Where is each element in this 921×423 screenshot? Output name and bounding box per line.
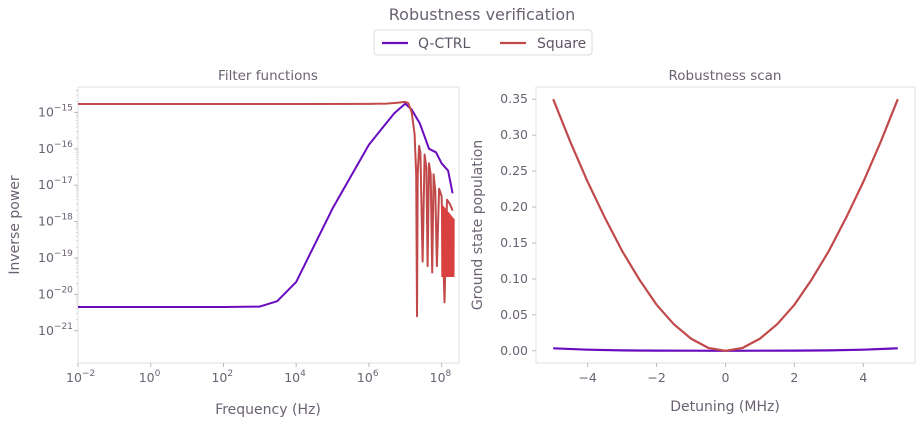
series-line-square bbox=[552, 98, 899, 352]
filter-functions-series bbox=[78, 100, 455, 318]
robustness-scan-y-ticks: 0.00 0.05 0.10 0.15 0.20 0.25 0.30 0.35 bbox=[500, 91, 536, 358]
series-line-q-ctrl bbox=[78, 102, 454, 308]
square-oscillation-tail bbox=[441, 204, 455, 278]
filter-functions-plot: Filter functions 10−2110−2010−1910−1810−… bbox=[7, 68, 460, 418]
robustness-scan-x-ticks: −4 −2 0 2 4 bbox=[578, 363, 867, 385]
robustness-scan-xtick-label: 2 bbox=[790, 370, 798, 385]
filter-functions-ytick-label: 10−15 bbox=[38, 103, 73, 119]
filter-functions-ytick-label: 10−20 bbox=[38, 285, 73, 301]
filter-functions-xtick-label: 10−2 bbox=[66, 369, 95, 385]
robustness-scan-series bbox=[552, 98, 899, 352]
robustness-scan-ytick-label: 0.05 bbox=[500, 307, 528, 322]
filter-functions-y-ticks: 10−21 10−20 10−19 10−18 10−17 10−16 10−15 bbox=[38, 90, 78, 338]
robustness-scan-xlabel: Detuning (MHz) bbox=[670, 399, 780, 415]
robustness-scan-ytick-label: 0.00 bbox=[500, 343, 528, 358]
robustness-scan-ytick-label: 0.30 bbox=[500, 127, 528, 142]
robustness-scan-ytick-label: 0.15 bbox=[500, 235, 528, 250]
legend-label-q-ctrl: Q-CTRL bbox=[418, 36, 471, 52]
robustness-scan-ytick-label: 0.35 bbox=[500, 91, 528, 106]
robustness-scan-ytick-label: 0.20 bbox=[500, 199, 528, 214]
filter-functions-ytick-label: 10−21 bbox=[38, 322, 73, 338]
filter-functions-ytick-label: 10−18 bbox=[38, 213, 73, 229]
filter-functions-xtick-label: 108 bbox=[430, 369, 452, 385]
filter-functions-xtick-label: 104 bbox=[284, 369, 306, 385]
filter-functions-title: Filter functions bbox=[218, 68, 318, 84]
robustness-scan-plot: Robustness scan 0.00 0.05 0.10 0.15 0.20 0.25… bbox=[470, 68, 916, 415]
legend-box bbox=[373, 29, 593, 56]
filter-functions-frame bbox=[77, 86, 460, 364]
filter-functions-ytick-label: 10−16 bbox=[38, 140, 73, 156]
robustness-scan-frame bbox=[535, 86, 916, 364]
filter-functions-xtick-label: 102 bbox=[211, 369, 233, 385]
robustness-scan-ytick-label: 0.10 bbox=[500, 271, 528, 286]
filter-functions-ytick-label: 10−17 bbox=[38, 176, 73, 192]
filter-functions-xtick-label: 100 bbox=[139, 369, 161, 385]
figure-title: Robustness verification bbox=[389, 5, 576, 24]
legend: Q-CTRL Square bbox=[373, 29, 593, 56]
robustness-scan-ylabel: Ground state population bbox=[470, 140, 486, 310]
robustness-scan-xtick-label: −2 bbox=[647, 370, 665, 385]
filter-functions-ylabel: Inverse power bbox=[7, 175, 23, 275]
series-line-square bbox=[78, 100, 454, 318]
robustness-scan-xtick-label: −4 bbox=[578, 370, 596, 385]
robustness-scan-title: Robustness scan bbox=[669, 68, 782, 84]
filter-functions-xtick-label: 106 bbox=[357, 369, 379, 385]
robustness-scan-xtick-label: 0 bbox=[722, 370, 730, 385]
filter-functions-x-ticks: 10−2 100 102 104 106 108 bbox=[66, 363, 452, 385]
legend-label-square: Square bbox=[537, 36, 586, 52]
filter-functions-ytick-label: 10−19 bbox=[38, 249, 73, 265]
robustness-scan-xtick-label: 4 bbox=[859, 370, 867, 385]
robustness-scan-ytick-label: 0.25 bbox=[500, 163, 528, 178]
filter-functions-xlabel: Frequency (Hz) bbox=[215, 402, 321, 418]
